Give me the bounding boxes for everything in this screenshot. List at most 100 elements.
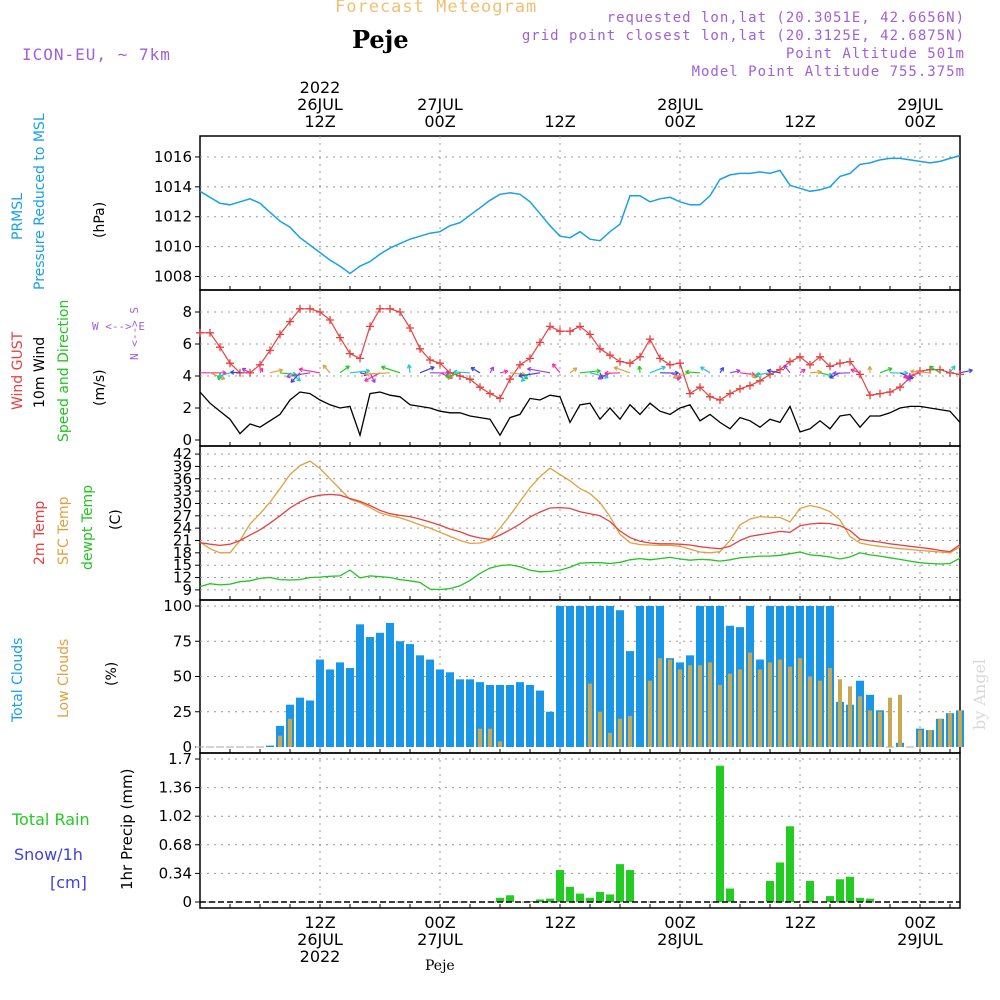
- snow-unit-label: [cm]: [50, 873, 87, 892]
- gust-marker: [696, 383, 704, 392]
- y-tick-label: 0: [182, 738, 192, 756]
- gust-marker: [366, 322, 374, 331]
- wind-arrow: [569, 367, 578, 374]
- wind-arrow: [381, 366, 401, 374]
- total-cloud-bar: [516, 682, 524, 747]
- total-cloud-bar: [476, 682, 484, 747]
- time-label-line: 28JUL: [657, 930, 703, 949]
- wind-arrow: [217, 372, 231, 378]
- wind-arrow-head: [364, 377, 369, 382]
- wind-arrow-head: [230, 370, 235, 375]
- low-cloud-bar: [718, 684, 722, 747]
- total-cloud-bar: [596, 606, 604, 747]
- y-tick-label: 21: [173, 531, 192, 549]
- gust-marker: [416, 344, 424, 353]
- rain-bar: [856, 897, 864, 902]
- wind-arrow: [899, 372, 913, 380]
- point-altitude: Point Altitude 501m: [785, 46, 965, 62]
- low-cloud-bar: [938, 718, 942, 747]
- total-cloud-bar: [716, 606, 724, 747]
- y-tick-label: 24: [173, 519, 192, 537]
- gust-marker: [486, 389, 494, 398]
- gust-marker: [916, 367, 924, 376]
- rain-bar: [536, 899, 544, 902]
- wind-arrow-head: [470, 367, 476, 372]
- time-label-line: 26JUL: [297, 930, 343, 949]
- total-cloud-bar: [456, 679, 464, 747]
- time-label-line: 12Z: [304, 913, 336, 932]
- temp2m-line: [199, 493, 961, 553]
- wind-arrow-head: [489, 366, 495, 371]
- time-label-line: 26JUL: [297, 95, 343, 114]
- wind-arrow-head: [365, 371, 370, 377]
- y-tick-label: 0: [182, 893, 192, 911]
- gust-marker: [576, 322, 584, 331]
- wind-arrow-head: [345, 365, 350, 370]
- gust-marker: [536, 338, 544, 347]
- gust-marker: [806, 360, 814, 369]
- top-time-label: 2022 26JUL 12Z: [280, 79, 360, 130]
- gust-marker: [686, 389, 694, 398]
- low-cloud-bar: [288, 718, 292, 747]
- low-cloud-bar: [588, 683, 592, 747]
- low-cloud-bar: [868, 710, 872, 747]
- rain-bar: [626, 870, 634, 902]
- gust-marker: [326, 316, 334, 324]
- rain-bar: [556, 870, 564, 902]
- bottom-time-label: 12Z: [520, 914, 600, 931]
- y-tick-label: 6: [182, 335, 192, 353]
- rain-bar: [586, 897, 594, 902]
- gust-marker: [256, 360, 264, 369]
- gust-marker: [436, 359, 444, 368]
- gust-marker: [716, 396, 724, 404]
- time-label-line: 00Z: [664, 112, 696, 131]
- wind-arrow: [527, 368, 551, 374]
- wind-arrow: [289, 372, 301, 382]
- low-cloud-bar: [598, 711, 602, 747]
- pressure-panel-frame: [199, 135, 961, 291]
- y-tick-label: 2: [182, 399, 192, 417]
- y-tick-label: 30: [173, 494, 192, 512]
- low-cloud-bar: [958, 710, 962, 747]
- top-time-label: 29JUL 00Z: [880, 96, 960, 130]
- low-cloud-bar: [618, 718, 622, 747]
- wind-arrow-head: [290, 378, 296, 383]
- wind-arrow-head: [685, 369, 690, 375]
- wind-arrow: [910, 370, 931, 374]
- low-cloud-bar: [738, 669, 742, 747]
- wind-arrow: [241, 367, 251, 374]
- gust-marker: [426, 356, 434, 364]
- low-cloud-bar: [948, 713, 952, 747]
- total-cloud-bar: [396, 641, 404, 747]
- low-cloud-bar: [918, 730, 922, 747]
- wind-arrow: [949, 365, 956, 374]
- requested-coords: requested lon,lat (20.3051E, 42.6656N): [606, 10, 965, 26]
- wind-arrow-head: [676, 376, 682, 381]
- time-label-line: 12Z: [544, 112, 576, 131]
- wind-arrow: [365, 372, 391, 375]
- wind-arrow-head: [736, 368, 741, 374]
- total-cloud-bar: [346, 668, 354, 747]
- rain-bar: [726, 888, 734, 902]
- y-tick-label: 75: [173, 632, 192, 650]
- total-cloud-bar: [576, 606, 584, 747]
- gust-marker: [786, 357, 794, 366]
- rain-bar: [766, 880, 774, 902]
- gust-marker: [636, 352, 644, 361]
- meteogram-subtitle: Forecast Meteogram: [335, 0, 538, 17]
- low-cloud-bar: [488, 728, 492, 747]
- gust-marker: [726, 389, 734, 398]
- wind-arrow-head: [637, 365, 643, 370]
- y-tick-label: 33: [173, 482, 192, 500]
- time-label-line: 12Z: [784, 112, 816, 131]
- bottom-time-label: 00Z 28JUL: [640, 914, 720, 948]
- model-altitude: Model Point Altitude 755.375m: [691, 64, 965, 80]
- total-cloud-bar: [316, 659, 324, 747]
- wind-arrow-head: [929, 365, 934, 371]
- y-tick-label: 15: [173, 556, 192, 574]
- wind-arrow: [604, 372, 621, 375]
- rain-bar: [496, 897, 504, 902]
- wind-arrow-head: [801, 368, 806, 374]
- gust-marker: [556, 327, 564, 336]
